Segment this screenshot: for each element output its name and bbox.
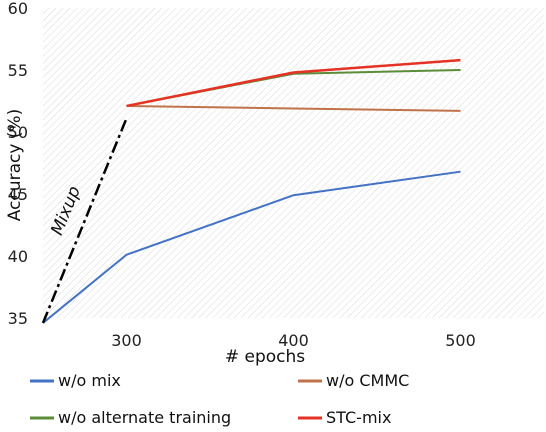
series-line-2 [126, 104, 461, 112]
legend-label: w/o alternate training [58, 408, 231, 427]
y-axis-title: Accuracy (%) [5, 109, 25, 221]
y-tick-label: 50 [8, 123, 28, 142]
legend-label: w/o CMMC [326, 371, 409, 390]
x-tick-label: 400 [278, 331, 309, 350]
y-tick-label: 45 [8, 185, 28, 204]
series-line-4 [126, 58, 461, 108]
mixup-annotation-line [41, 117, 128, 324]
y-tick-label: 60 [8, 0, 28, 18]
x-axis-title: # epochs [225, 347, 305, 367]
x-tick-label: 500 [445, 331, 476, 350]
legend-label: w/o mix [58, 371, 121, 390]
y-tick-label: 40 [8, 247, 28, 266]
y-tick-label: 55 [8, 61, 28, 80]
y-tick-label: 35 [8, 309, 28, 328]
y-axis-ticks: 35 40 45 50 55 60 [8, 0, 28, 328]
series-layer [42, 58, 461, 324]
series-line-1 [42, 170, 461, 324]
legend-label: STC-mix [326, 408, 391, 427]
plot-area [43, 8, 544, 318]
x-tick-label: 300 [111, 331, 142, 350]
x-axis-ticks: 300 400 500 [111, 331, 476, 350]
legend: w/o mix w/o CMMC w/o alternate training STC… [30, 371, 409, 427]
